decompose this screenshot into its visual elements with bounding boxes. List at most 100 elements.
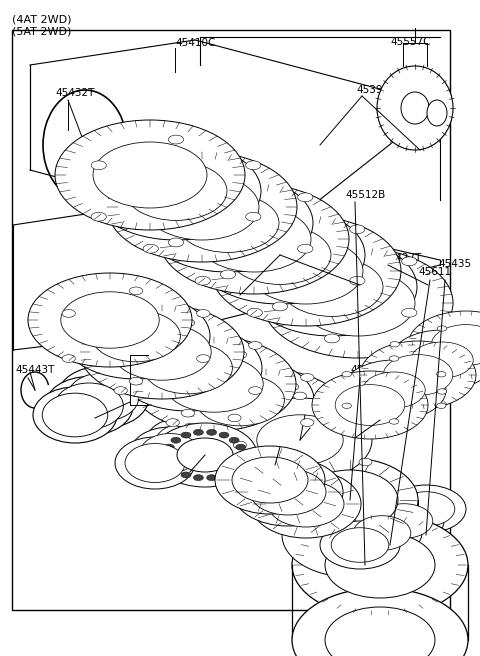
Ellipse shape bbox=[386, 485, 466, 533]
Ellipse shape bbox=[263, 248, 453, 358]
Ellipse shape bbox=[197, 206, 311, 272]
Text: 45611: 45611 bbox=[418, 267, 451, 277]
Ellipse shape bbox=[218, 451, 231, 459]
Ellipse shape bbox=[143, 174, 313, 272]
Ellipse shape bbox=[437, 371, 446, 377]
Ellipse shape bbox=[389, 356, 399, 361]
Ellipse shape bbox=[292, 588, 468, 656]
Ellipse shape bbox=[42, 393, 108, 437]
Ellipse shape bbox=[389, 419, 399, 424]
Ellipse shape bbox=[181, 409, 195, 417]
Text: 45443T: 45443T bbox=[15, 365, 54, 375]
Ellipse shape bbox=[144, 342, 232, 394]
Text: 45557C: 45557C bbox=[390, 37, 431, 47]
Ellipse shape bbox=[129, 287, 143, 295]
Ellipse shape bbox=[353, 405, 366, 413]
Ellipse shape bbox=[125, 443, 185, 483]
Ellipse shape bbox=[196, 374, 284, 426]
Ellipse shape bbox=[55, 383, 123, 429]
Ellipse shape bbox=[145, 174, 259, 240]
Ellipse shape bbox=[411, 342, 473, 378]
Ellipse shape bbox=[342, 360, 446, 420]
Text: 45524A: 45524A bbox=[272, 243, 312, 253]
Ellipse shape bbox=[220, 270, 236, 279]
Ellipse shape bbox=[195, 276, 210, 285]
Text: 45390: 45390 bbox=[356, 85, 389, 95]
Ellipse shape bbox=[107, 152, 297, 262]
Text: 45451: 45451 bbox=[302, 417, 335, 427]
Text: (5AT 2WD): (5AT 2WD) bbox=[12, 27, 72, 37]
Ellipse shape bbox=[165, 356, 263, 412]
Ellipse shape bbox=[233, 351, 247, 359]
Ellipse shape bbox=[166, 357, 314, 443]
Ellipse shape bbox=[320, 521, 400, 569]
Ellipse shape bbox=[360, 341, 476, 409]
Text: 45427T: 45427T bbox=[382, 253, 421, 263]
Ellipse shape bbox=[193, 475, 204, 481]
Ellipse shape bbox=[246, 213, 261, 221]
Ellipse shape bbox=[195, 206, 365, 304]
Ellipse shape bbox=[28, 273, 192, 367]
Ellipse shape bbox=[353, 516, 411, 550]
Ellipse shape bbox=[236, 444, 246, 450]
Ellipse shape bbox=[93, 142, 207, 208]
Ellipse shape bbox=[197, 355, 210, 363]
Ellipse shape bbox=[249, 238, 363, 304]
Ellipse shape bbox=[250, 469, 326, 515]
Ellipse shape bbox=[195, 225, 210, 234]
Ellipse shape bbox=[218, 405, 231, 413]
Ellipse shape bbox=[184, 369, 348, 463]
Ellipse shape bbox=[197, 310, 210, 318]
Ellipse shape bbox=[45, 377, 133, 436]
Ellipse shape bbox=[166, 419, 180, 426]
Ellipse shape bbox=[325, 532, 435, 598]
Ellipse shape bbox=[114, 386, 127, 394]
Ellipse shape bbox=[364, 497, 444, 545]
Ellipse shape bbox=[282, 493, 418, 577]
Ellipse shape bbox=[335, 384, 405, 425]
Ellipse shape bbox=[437, 326, 447, 331]
Ellipse shape bbox=[228, 414, 241, 422]
Ellipse shape bbox=[408, 311, 480, 379]
Ellipse shape bbox=[247, 257, 263, 266]
Ellipse shape bbox=[92, 310, 180, 362]
Ellipse shape bbox=[206, 429, 216, 436]
Text: 45512B: 45512B bbox=[345, 190, 385, 200]
Ellipse shape bbox=[228, 459, 241, 466]
Ellipse shape bbox=[272, 302, 288, 311]
Text: 45435: 45435 bbox=[438, 259, 471, 269]
Ellipse shape bbox=[168, 238, 184, 247]
Ellipse shape bbox=[181, 432, 191, 438]
Ellipse shape bbox=[427, 100, 447, 126]
Ellipse shape bbox=[282, 458, 418, 542]
Ellipse shape bbox=[285, 473, 299, 481]
Ellipse shape bbox=[162, 452, 172, 458]
Ellipse shape bbox=[143, 244, 158, 253]
Ellipse shape bbox=[402, 257, 417, 266]
Bar bbox=[12, 30, 450, 610]
Text: 45410C: 45410C bbox=[175, 38, 216, 48]
Ellipse shape bbox=[300, 419, 314, 426]
Ellipse shape bbox=[91, 213, 107, 221]
Ellipse shape bbox=[57, 366, 149, 428]
Ellipse shape bbox=[67, 373, 139, 421]
Ellipse shape bbox=[431, 325, 480, 365]
Ellipse shape bbox=[349, 276, 365, 285]
Ellipse shape bbox=[390, 342, 399, 347]
Ellipse shape bbox=[342, 371, 351, 377]
Ellipse shape bbox=[238, 452, 248, 458]
Ellipse shape bbox=[219, 432, 229, 438]
Ellipse shape bbox=[171, 437, 181, 443]
Ellipse shape bbox=[217, 388, 315, 444]
Ellipse shape bbox=[390, 373, 399, 379]
Ellipse shape bbox=[159, 184, 349, 294]
Ellipse shape bbox=[401, 92, 429, 124]
Ellipse shape bbox=[91, 142, 261, 240]
Text: 45432T: 45432T bbox=[55, 88, 95, 98]
Ellipse shape bbox=[268, 481, 344, 527]
Ellipse shape bbox=[342, 509, 422, 557]
Ellipse shape bbox=[298, 193, 313, 201]
Ellipse shape bbox=[229, 437, 239, 443]
Ellipse shape bbox=[125, 161, 227, 220]
Ellipse shape bbox=[181, 472, 191, 478]
